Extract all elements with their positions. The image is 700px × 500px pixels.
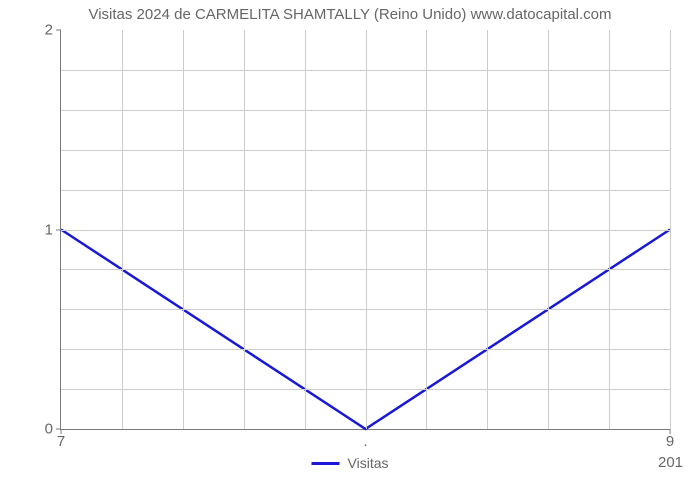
ytick-label: 1: [45, 221, 61, 238]
grid-v: [487, 30, 488, 429]
chart-title: Visitas 2024 de CARMELITA SHAMTALLY (Rei…: [0, 6, 700, 23]
legend-label: Visitas: [348, 455, 389, 471]
grid-v: [305, 30, 306, 429]
ytick-label: 2: [45, 22, 61, 39]
legend-swatch: [312, 462, 340, 465]
xtick-label: 9: [666, 429, 674, 450]
grid-v: [548, 30, 549, 429]
x-axis-center-dot: .: [363, 429, 367, 450]
grid-v: [366, 30, 367, 429]
grid-v: [426, 30, 427, 429]
legend: Visitas: [312, 455, 389, 471]
xtick-label: 7: [57, 429, 65, 450]
plot-area: 01279.: [60, 30, 670, 430]
grid-v: [244, 30, 245, 429]
grid-v: [183, 30, 184, 429]
grid-v: [609, 30, 610, 429]
grid-v: [670, 30, 671, 429]
grid-v: [122, 30, 123, 429]
x-axis-year-fragment: 201: [658, 454, 683, 471]
chart-container: Visitas 2024 de CARMELITA SHAMTALLY (Rei…: [0, 0, 700, 500]
